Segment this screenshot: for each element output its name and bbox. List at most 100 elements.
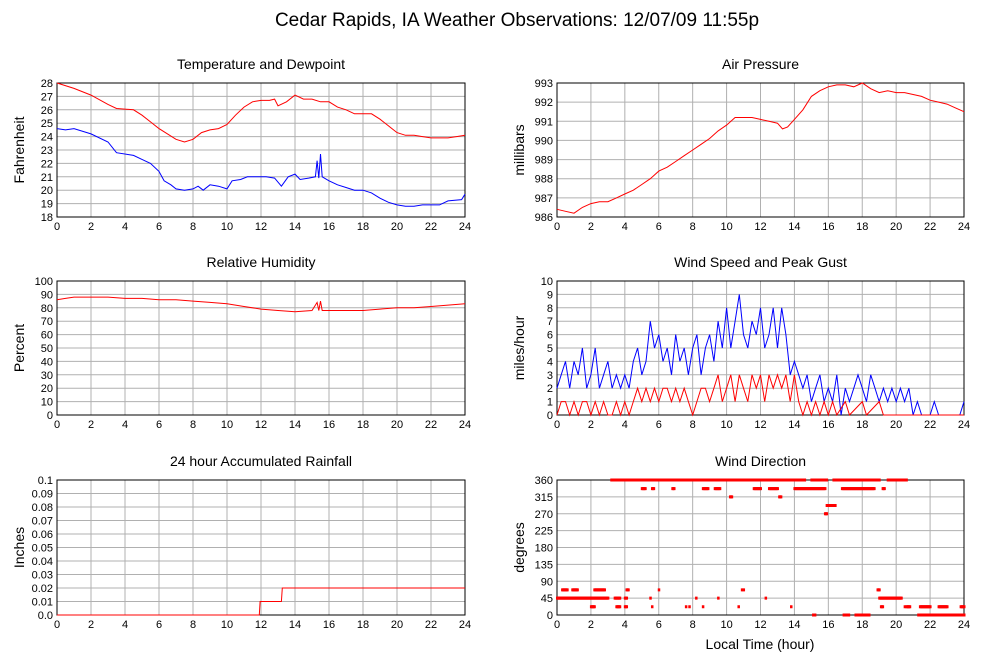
- y-tick-label: 988: [535, 174, 553, 186]
- panel-title: 24 hour Accumulated Rainfall: [170, 453, 352, 469]
- y-tick-label: 0.07: [32, 516, 53, 528]
- direction-point: [695, 596, 698, 600]
- x-tick-label: 22: [924, 619, 936, 631]
- direction-point: [566, 588, 569, 592]
- direction-point: [803, 478, 807, 482]
- x-tick-label: 0: [554, 419, 560, 431]
- panel-title: Air Pressure: [722, 56, 799, 72]
- y-axis-label: degrees: [511, 522, 527, 573]
- x-tick-label: 4: [622, 419, 628, 431]
- x-tick-label: 16: [323, 221, 335, 233]
- series-line: [56, 82, 466, 143]
- series-line: [56, 296, 466, 313]
- y-tick-label: 10: [541, 276, 553, 288]
- x-tick-label: 10: [720, 619, 732, 631]
- direction-point: [718, 487, 722, 491]
- x-tick-label: 12: [754, 221, 766, 233]
- panel-title: Wind Speed and Peak Gust: [674, 254, 847, 270]
- x-tick-label: 4: [622, 221, 628, 233]
- y-tick-label: 10: [41, 397, 53, 409]
- x-tick-label: 10: [221, 619, 233, 631]
- direction-point: [905, 478, 908, 482]
- x-tick-label: 10: [720, 221, 732, 233]
- direction-point: [603, 588, 606, 592]
- x-tick-label: 6: [156, 619, 162, 631]
- x-tick-label: 6: [656, 419, 662, 431]
- y-tick-label: 0.08: [32, 502, 53, 514]
- y-tick-label: 9: [547, 289, 553, 301]
- direction-point: [684, 605, 688, 609]
- x-tick-label: 4: [122, 419, 128, 431]
- x-tick-label: 4: [122, 619, 128, 631]
- x-tick-label: 0: [54, 619, 60, 631]
- y-tick-label: 20: [41, 383, 53, 395]
- x-tick-label: 20: [391, 419, 403, 431]
- plot-frame: [556, 280, 965, 416]
- direction-point: [834, 504, 837, 507]
- x-tick-label: 18: [357, 221, 369, 233]
- y-tick-label: 2: [547, 383, 553, 395]
- y-tick-label: 5: [547, 343, 553, 355]
- series-line: [556, 373, 964, 417]
- x-tick-label: 0: [54, 221, 60, 233]
- y-tick-label: 21: [41, 172, 53, 184]
- x-tick-label: 20: [890, 419, 902, 431]
- x-tick-label: 8: [190, 419, 196, 431]
- x-tick-label: 20: [391, 221, 403, 233]
- direction-point: [593, 605, 596, 609]
- direction-point: [779, 495, 783, 499]
- y-tick-label: 25: [41, 118, 53, 130]
- page-title: Cedar Rapids, IA Weather Observations: 1…: [275, 10, 759, 31]
- x-tick-label: 12: [255, 419, 267, 431]
- x-tick-label: 16: [822, 419, 834, 431]
- direction-point: [576, 588, 579, 592]
- y-tick-label: 0.09: [32, 489, 53, 501]
- direction-point: [900, 596, 903, 600]
- panel-title: Temperature and Dewpoint: [177, 56, 345, 72]
- y-tick-label: 100: [35, 276, 53, 288]
- x-tick-label: 14: [289, 221, 301, 233]
- direction-point: [730, 495, 734, 499]
- direction-point: [618, 596, 622, 600]
- panel-title: Wind Direction: [715, 453, 806, 469]
- direction-point: [742, 588, 746, 592]
- x-tick-label: 22: [425, 619, 437, 631]
- x-tick-label: 16: [822, 619, 834, 631]
- direction-point: [706, 487, 710, 491]
- direction-point: [737, 605, 740, 609]
- x-tick-label: 18: [856, 221, 868, 233]
- x-tick-label: 6: [156, 221, 162, 233]
- x-tick-label: 14: [788, 221, 800, 233]
- y-tick-label: 0: [547, 410, 553, 422]
- x-tick-label: 14: [289, 619, 301, 631]
- y-tick-label: 135: [535, 559, 553, 571]
- y-tick-label: 4: [547, 356, 553, 368]
- y-tick-label: 50: [41, 343, 53, 355]
- x-tick-label: 12: [255, 221, 267, 233]
- y-tick-label: 22: [41, 158, 53, 170]
- y-axis-label: miles/hour: [511, 315, 527, 380]
- x-tick-label: 16: [822, 221, 834, 233]
- y-tick-label: 992: [535, 97, 553, 109]
- x-tick-label: 0: [554, 619, 560, 631]
- direction-point: [908, 605, 912, 609]
- x-tick-label: 24: [459, 419, 471, 431]
- y-tick-label: 991: [535, 116, 553, 128]
- direction-point: [963, 605, 966, 609]
- direction-point: [963, 613, 966, 617]
- direction-point: [644, 487, 647, 491]
- direction-point: [873, 487, 876, 491]
- y-tick-label: 80: [41, 303, 53, 315]
- direction-point: [717, 596, 720, 600]
- y-tick-label: 28: [41, 78, 53, 90]
- series-line: [556, 82, 965, 214]
- x-axis-label: Local Time (hour): [706, 636, 815, 652]
- x-tick-label: 4: [622, 619, 628, 631]
- y-axis-label: Percent: [11, 324, 27, 372]
- x-tick-label: 24: [459, 221, 471, 233]
- direction-point: [606, 596, 610, 600]
